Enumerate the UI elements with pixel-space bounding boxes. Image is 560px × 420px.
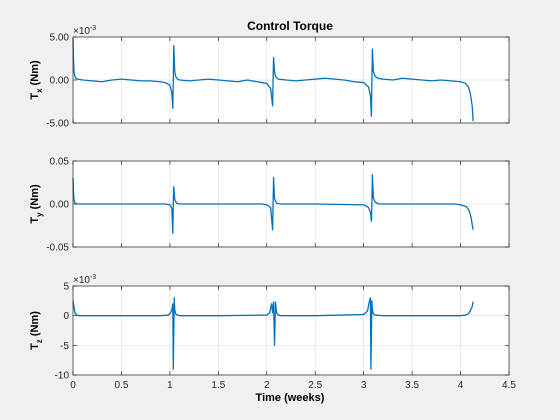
y-tick-label: 0.00 (50, 200, 70, 211)
y-exponent-power: -3 (90, 274, 96, 281)
y-exponent-power: -3 (90, 25, 96, 32)
y-axis-label-main: T (29, 217, 41, 224)
x-tick-label: 4.5 (502, 380, 516, 391)
torque-series-line (72, 38, 474, 122)
x-tick-label: 0.5 (114, 380, 128, 391)
y-axis-label-unit: (Nm) (29, 60, 41, 88)
plot-area (73, 286, 509, 375)
x-tick-label: 1 (167, 380, 173, 391)
y-axis-label: Tz (Nm) (29, 311, 44, 350)
y-tick-label: 0.00 (50, 76, 70, 87)
x-tick-label: 0 (70, 380, 76, 391)
x-tick-label: 3.5 (405, 380, 419, 391)
y-axis-label-sub: x (35, 88, 44, 93)
y-axis-label-unit: (Nm) (29, 311, 41, 339)
y-axis-label-sub: y (35, 212, 44, 217)
y-axis-label-unit: (Nm) (29, 184, 41, 212)
y-axis-label: Ty (Nm) (29, 184, 44, 224)
torque-series-line (72, 174, 474, 234)
subplot-2: -0.05 0.00 0.05 Ty (Nm) (29, 157, 510, 254)
x-tick-label: 2.5 (308, 380, 322, 391)
y-tick-label: 5.00 (50, 33, 70, 44)
y-axis-label-sub: z (35, 339, 44, 343)
y-tick-label: -5.00 (46, 119, 69, 130)
y-axis-label-main: T (29, 93, 41, 100)
subplot-1: -5.000.005.00×10-3Tx (Nm) (29, 25, 510, 130)
x-tick-label: 4 (458, 380, 464, 391)
y-tick-label: 0 (63, 311, 69, 322)
y-axis-label: Tx (Nm) (29, 60, 44, 100)
y-tick-label: -0.05 (46, 243, 69, 254)
axes-box (72, 285, 510, 376)
torque-series-line (72, 297, 474, 370)
x-axis-label: Time (weeks) (256, 392, 325, 404)
y-tick-label: 0.05 (50, 157, 70, 168)
y-tick-label: -10 (55, 371, 70, 382)
chart-title: Control Torque (247, 19, 333, 33)
x-tick-label: 1.5 (211, 380, 225, 391)
x-tick-label: 3 (361, 380, 367, 391)
y-tick-label: 5 (63, 282, 69, 293)
y-axis-label-main: T (29, 343, 41, 350)
x-tick-label: 2 (264, 380, 270, 391)
y-tick-label: -5 (60, 341, 69, 352)
